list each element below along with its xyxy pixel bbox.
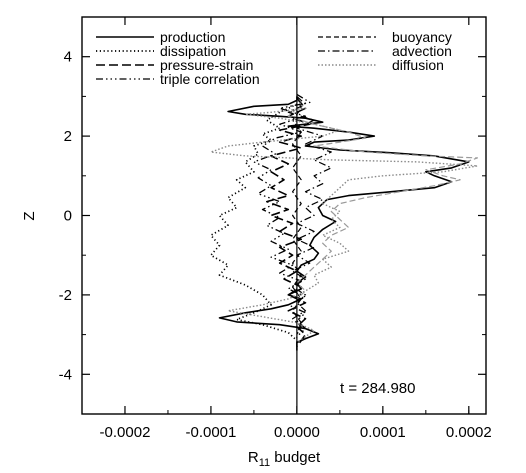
y-tick-label: -4: [59, 366, 72, 383]
series-line-diffusion: [210, 99, 479, 344]
y-tick-label: 0: [64, 208, 72, 225]
series-line-extra-7: [287, 107, 478, 300]
legend-label-diffusion: diffusion: [392, 57, 444, 73]
legend-label-pressure-strain: pressure-strain: [160, 57, 253, 73]
legend-label-dissipation: dissipation: [160, 43, 226, 59]
time-annotation: t = 284.980: [340, 380, 415, 397]
series-line-triple-correlation: [253, 93, 311, 347]
legend-label-advection: advection: [392, 43, 452, 59]
y-axis-title: Z: [21, 211, 38, 220]
legend: productiondissipationpressure-straintrip…: [96, 29, 452, 87]
x-tick-label: -0.0001: [185, 424, 236, 441]
series-line-buoyancy: [292, 96, 302, 335]
x-tick-label: 0.0000: [274, 424, 320, 441]
legend-label-production: production: [160, 29, 225, 45]
y-tick-label: 4: [64, 49, 72, 66]
x-axis-title-main: R: [248, 449, 259, 466]
legend-label-triple-correlation: triple correlation: [160, 71, 260, 87]
plot-frame: [81, 16, 487, 415]
legend-label-buoyancy: buoyancy: [392, 29, 452, 45]
series-line-advection: [287, 95, 332, 335]
x-axis-title-rest: budget: [270, 449, 321, 466]
x-tick-label: 0.0001: [360, 424, 406, 441]
x-tick-label: 0.0002: [446, 424, 492, 441]
series-layer: [210, 93, 479, 351]
y-tick-label: -2: [59, 287, 72, 304]
y-tick-label: 2: [64, 128, 72, 145]
x-axis-title-sub: 11: [259, 457, 270, 469]
axis-ticks: -0.0002 -0.0001 0.0000 0.0001 0.0002 -4 -2 0 2 4: [59, 16, 492, 441]
series-line-production: [218, 96, 470, 351]
x-tick-label: -0.0002: [100, 424, 151, 441]
x-axis-title: R11 budget: [248, 449, 321, 469]
